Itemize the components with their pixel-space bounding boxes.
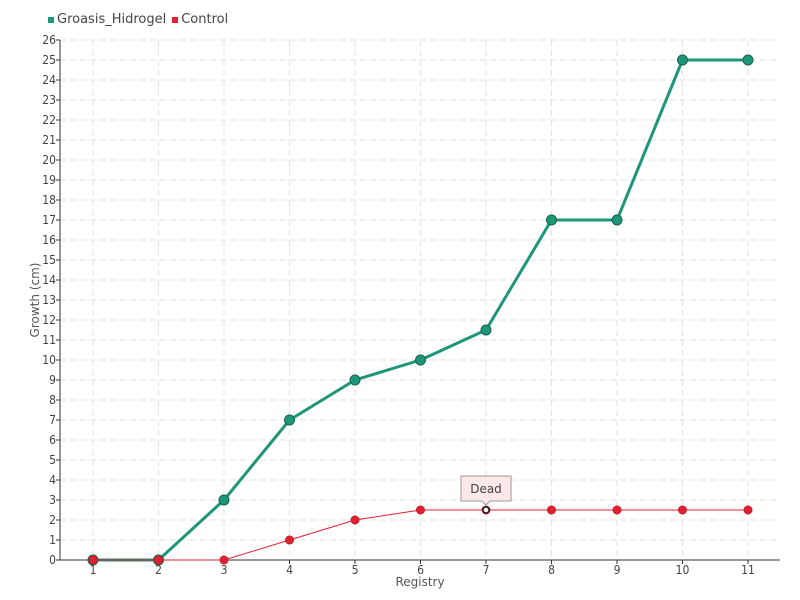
data-point-groasis-hidrogel [415,354,426,366]
data-point-groasis-hidrogel [742,54,754,66]
x-tick-label: 8 [548,563,555,577]
annotation-marker [482,506,490,514]
legend-item-control[interactable]: Control [172,12,228,27]
annotation-label: Dead [470,482,502,496]
y-tick-label: 13 [42,293,56,307]
x-tick-label: 2 [155,563,162,577]
y-ticks: 0123456789101112131415161718192021222324… [42,33,60,567]
series-groasis-hidrogel [87,54,754,566]
y-tick-label: 17 [42,213,56,227]
y-tick-label: 18 [42,193,56,207]
x-tick-label: 5 [352,563,359,577]
y-tick-label: 1 [49,533,56,547]
x-tick-label: 1 [90,563,97,577]
y-tick-label: 21 [42,133,56,147]
y-tick-label: 24 [42,73,56,87]
data-point-control [154,555,163,565]
data-point-control [219,555,229,565]
x-tick-label: 6 [417,563,424,577]
x-tick-label: 7 [483,563,490,577]
data-point-control [416,505,425,515]
y-tick-label: 9 [49,373,56,387]
x-tick-label: 9 [614,563,621,577]
legend-label-groasis-hidrogel: Groasis_Hidrogel [57,12,167,27]
y-tick-label: 5 [49,453,56,467]
y-tick-label: 2 [49,513,56,527]
data-point-control [547,505,556,515]
y-tick-label: 16 [42,233,56,247]
y-tick-label: 19 [42,173,56,187]
x-axis-title: Registry [395,575,444,589]
data-point-control [350,515,360,525]
annotations: Dead [460,475,512,514]
x-tick-label: 10 [676,563,690,577]
data-point-groasis-hidrogel [284,414,295,426]
y-tick-label: 4 [49,473,56,487]
y-tick-label: 25 [42,53,56,67]
legend-swatch-groasis-hidrogel [48,16,54,23]
y-tick-label: 15 [42,253,56,267]
x-tick-label: 11 [741,563,755,577]
x-ticks: 1 2 3 4 5 6 7 8 9 10 11 [90,560,755,577]
data-point-control [743,505,753,515]
y-tick-label: 26 [42,33,56,47]
y-axis-title: Growth (cm) [28,263,42,338]
x-tick-label: 4 [286,563,293,577]
y-tick-label: 0 [49,553,56,567]
y-tick-label: 22 [42,113,56,127]
y-tick-label: 12 [42,313,56,327]
x-tick-label: 3 [221,563,228,577]
legend-swatch-control [172,16,179,23]
y-tick-label: 23 [42,93,56,107]
data-point-control [612,505,622,515]
legend-label-control: Control [181,12,229,27]
y-tick-label: 14 [42,273,56,287]
data-point-groasis-hidrogel [546,214,557,226]
grid [60,39,780,560]
y-tick-label: 11 [42,333,56,347]
data-point-groasis-hidrogel [480,324,492,336]
data-point-groasis-hidrogel [218,494,230,506]
y-tick-label: 3 [49,493,56,507]
y-tick-label: 6 [49,433,56,447]
data-point-control [285,535,294,545]
y-tick-label: 20 [42,153,56,167]
data-point-groasis-hidrogel [677,54,688,66]
chart-legend: Groasis_Hidrogel Control [48,12,234,27]
y-tick-label: 8 [49,393,56,407]
data-point-groasis-hidrogel [349,374,361,386]
y-tick-label: 7 [49,413,56,427]
y-tick-label: 10 [42,353,56,367]
data-point-control [88,555,98,565]
annotation-box [460,475,512,506]
data-point-control [678,505,687,515]
legend-item-groasis-hidrogel[interactable]: Groasis_Hidrogel [48,12,166,27]
data-point-groasis-hidrogel [611,214,623,226]
